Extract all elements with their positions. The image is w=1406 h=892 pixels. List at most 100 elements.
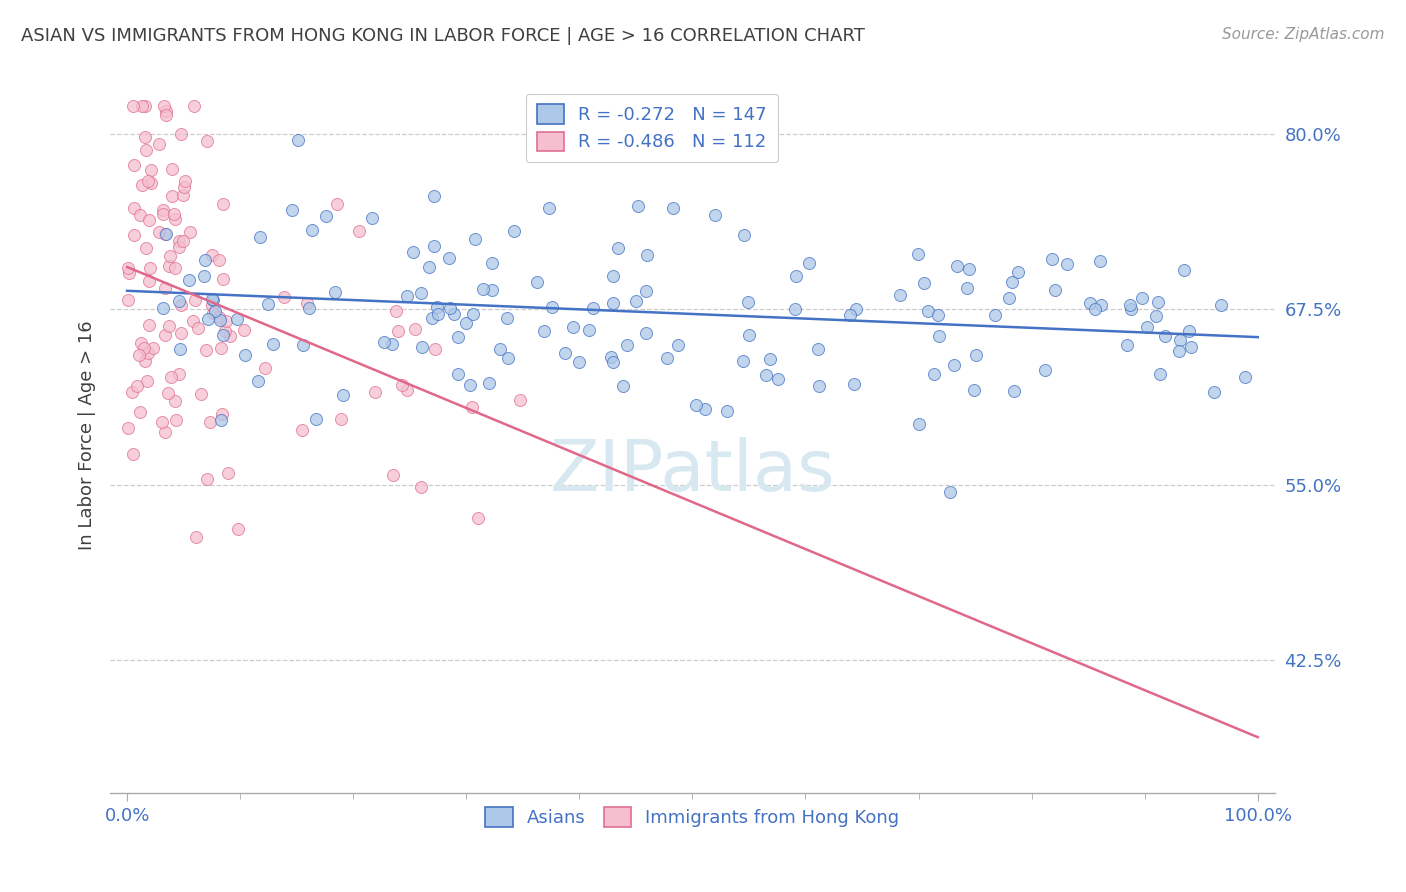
Point — [323, 285, 346, 300]
Point — [602, 296, 624, 310]
Point — [117, 293, 139, 307]
Point — [489, 342, 512, 356]
Point — [1090, 254, 1112, 268]
Point — [193, 252, 215, 267]
Point — [1084, 302, 1107, 317]
Point — [845, 302, 868, 317]
Point — [117, 260, 139, 275]
Point — [461, 401, 484, 415]
Point — [253, 360, 276, 375]
Point — [1001, 275, 1024, 289]
Point — [160, 161, 183, 176]
Point — [733, 228, 755, 243]
Point — [295, 296, 318, 310]
Point — [131, 98, 153, 112]
Point — [381, 337, 404, 351]
Point — [606, 241, 628, 255]
Y-axis label: In Labor Force | Age > 16: In Labor Force | Age > 16 — [79, 320, 96, 550]
Point — [1119, 302, 1142, 317]
Point — [153, 227, 176, 241]
Point — [938, 484, 960, 499]
Point — [201, 298, 224, 312]
Point — [190, 387, 212, 401]
Point — [129, 405, 152, 419]
Point — [1180, 340, 1202, 354]
Point — [201, 292, 224, 306]
Point — [235, 348, 257, 362]
Point — [965, 348, 987, 362]
Point — [1119, 298, 1142, 312]
Point — [202, 306, 225, 320]
Point — [155, 103, 177, 118]
Point — [616, 338, 638, 352]
Point — [685, 398, 707, 412]
Point — [396, 289, 419, 303]
Point — [808, 378, 831, 392]
Point — [301, 223, 323, 237]
Point — [273, 290, 295, 304]
Point — [157, 385, 180, 400]
Point — [179, 273, 201, 287]
Point — [602, 355, 624, 369]
Point — [122, 158, 145, 172]
Point — [326, 197, 349, 211]
Point — [807, 342, 830, 356]
Point — [280, 203, 302, 218]
Point — [129, 335, 152, 350]
Point — [135, 241, 157, 255]
Point — [209, 412, 232, 426]
Point — [181, 314, 204, 328]
Point — [1078, 295, 1101, 310]
Point — [262, 337, 284, 351]
Point — [127, 378, 149, 392]
Point — [373, 335, 395, 350]
Point — [703, 208, 725, 222]
Point — [165, 394, 187, 409]
Point — [315, 209, 337, 223]
Point — [624, 294, 647, 309]
Point — [460, 378, 482, 392]
Point — [842, 376, 865, 391]
Point — [481, 256, 503, 270]
Point — [134, 98, 156, 112]
Point — [957, 261, 980, 276]
Point — [423, 239, 446, 253]
Point — [526, 275, 548, 289]
Point — [157, 259, 180, 273]
Point — [197, 312, 219, 326]
Point — [207, 310, 229, 324]
Point — [152, 98, 174, 112]
Point — [122, 201, 145, 215]
Point — [128, 208, 150, 222]
Point — [247, 374, 270, 388]
Point — [447, 329, 470, 343]
Point — [305, 411, 328, 425]
Point — [636, 248, 658, 262]
Point — [426, 301, 449, 315]
Point — [155, 227, 177, 241]
Point — [128, 348, 150, 362]
Point — [184, 293, 207, 307]
Point — [204, 304, 226, 318]
Point — [404, 322, 426, 336]
Point — [662, 202, 685, 216]
Point — [402, 245, 425, 260]
Point — [184, 530, 207, 544]
Point — [997, 291, 1019, 305]
Point — [139, 261, 162, 276]
Point — [962, 384, 984, 398]
Point — [121, 385, 143, 400]
Point — [766, 372, 789, 386]
Point — [291, 423, 314, 437]
Point — [733, 353, 755, 368]
Point — [148, 225, 170, 239]
Point — [174, 174, 197, 188]
Point — [332, 387, 354, 401]
Point — [463, 232, 485, 246]
Point — [391, 378, 413, 392]
Point — [122, 98, 145, 112]
Point — [917, 304, 939, 318]
Point — [538, 201, 561, 215]
Point — [138, 274, 160, 288]
Point — [360, 211, 382, 225]
